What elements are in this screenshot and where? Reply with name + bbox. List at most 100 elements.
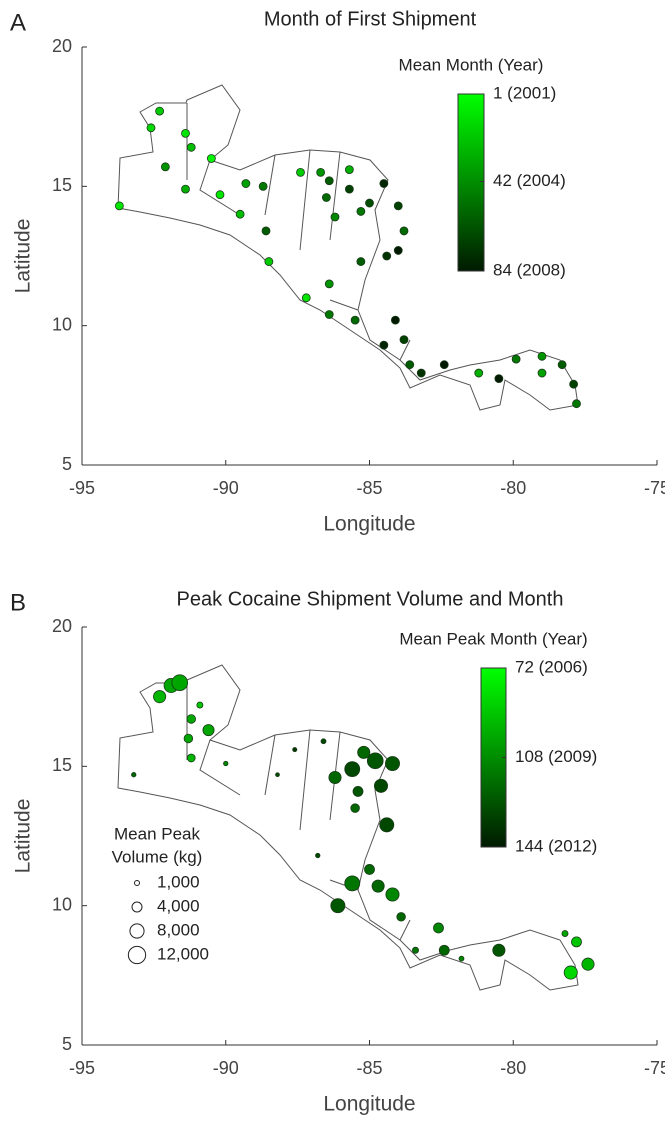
size-legend-marker <box>134 880 140 886</box>
bubble <box>433 922 444 934</box>
point <box>206 154 216 163</box>
y-axis-label: Latitude <box>12 799 35 874</box>
point <box>296 167 305 177</box>
point <box>155 106 165 116</box>
bubble <box>385 756 400 772</box>
bubble <box>153 690 167 704</box>
x-tick-label: -90 <box>213 478 239 498</box>
point <box>160 162 170 172</box>
bubble <box>371 879 385 893</box>
bubble <box>328 770 342 785</box>
colorbar <box>457 93 485 272</box>
bubble <box>571 936 582 948</box>
x-tick-label: -75 <box>644 478 665 498</box>
size-legend-label: 4,000 <box>157 896 200 915</box>
point <box>324 310 334 319</box>
point <box>399 335 409 345</box>
bubble <box>202 724 215 737</box>
x-tick-label: -80 <box>500 1058 526 1078</box>
point <box>114 201 124 211</box>
bubble <box>458 955 465 962</box>
point <box>146 123 156 133</box>
bubble <box>292 747 298 753</box>
point <box>350 315 360 325</box>
point <box>258 181 268 191</box>
point <box>399 226 409 236</box>
colorbar-tick-label: 108 (2009) <box>515 747 597 766</box>
point <box>344 184 354 194</box>
point <box>405 360 415 370</box>
colorbar-tick-label: 84 (2008) <box>493 260 566 279</box>
bubble <box>412 946 419 954</box>
size-legend-title: Mean Peak <box>114 824 200 843</box>
x-tick-label: -75 <box>644 1058 665 1078</box>
point <box>416 368 426 378</box>
bubble <box>315 852 321 859</box>
bubble <box>186 714 196 724</box>
y-tick-label: 15 <box>52 755 72 775</box>
y-axis-label: Latitude <box>12 219 35 294</box>
x-axis-label: Longitude <box>323 1093 415 1116</box>
x-tick-label: -85 <box>356 1058 382 1078</box>
chart-title: Month of First Shipment <box>264 8 477 30</box>
colorbar-tick-label: 42 (2004) <box>493 171 566 190</box>
bubble <box>379 817 395 833</box>
colorbar-tick-label: 72 (2006) <box>515 657 588 676</box>
point <box>344 165 354 175</box>
point <box>186 142 196 152</box>
size-legend-label: 12,000 <box>157 944 209 963</box>
point <box>235 209 245 219</box>
point <box>569 379 579 389</box>
bubble <box>344 875 361 892</box>
panel-letter: B <box>10 589 26 616</box>
bubble <box>561 930 569 937</box>
bubble <box>196 701 204 709</box>
y-tick-label: 15 <box>52 175 72 195</box>
bubble <box>563 965 578 980</box>
bubble <box>492 943 506 957</box>
point <box>356 207 366 216</box>
bubble <box>364 864 375 875</box>
bubble <box>396 912 406 922</box>
y-tick-label: 5 <box>62 454 72 474</box>
size-legend-marker <box>127 945 147 965</box>
bubble <box>357 745 371 759</box>
point <box>537 351 547 361</box>
x-tick-label: -90 <box>213 1058 239 1078</box>
colorbar-tick-label: 1 (2001) <box>493 83 556 102</box>
bubble <box>223 760 229 767</box>
point <box>537 368 547 378</box>
point <box>241 179 251 188</box>
size-legend-title: Volume (kg) <box>112 847 203 866</box>
point <box>261 226 271 236</box>
bubble <box>385 887 400 902</box>
bubble <box>344 761 361 778</box>
point <box>474 368 484 378</box>
x-tick-label: -95 <box>69 478 95 498</box>
point <box>393 246 403 255</box>
colorbar-tick-label: 144 (2012) <box>515 836 597 855</box>
point <box>330 212 340 222</box>
bubble <box>171 674 189 692</box>
y-tick-label: 20 <box>52 616 72 636</box>
point <box>321 193 331 202</box>
size-legend-label: 8,000 <box>157 920 200 939</box>
bubble <box>330 898 346 914</box>
bubble <box>373 778 389 793</box>
y-tick-label: 10 <box>52 894 72 914</box>
chart-title: Peak Cocaine Shipment Volume and Month <box>177 588 564 610</box>
point <box>264 257 274 266</box>
point <box>379 179 389 188</box>
bubble <box>320 738 327 745</box>
point <box>181 128 190 138</box>
point <box>557 360 567 370</box>
point <box>324 176 334 186</box>
panel-letter: A <box>10 9 26 36</box>
colorbar <box>480 667 507 848</box>
bubble <box>350 803 360 813</box>
size-legend-marker <box>131 901 143 913</box>
bubble <box>352 786 364 797</box>
point <box>301 293 311 303</box>
colorbar-title: Mean Peak Month (Year) <box>399 629 587 648</box>
